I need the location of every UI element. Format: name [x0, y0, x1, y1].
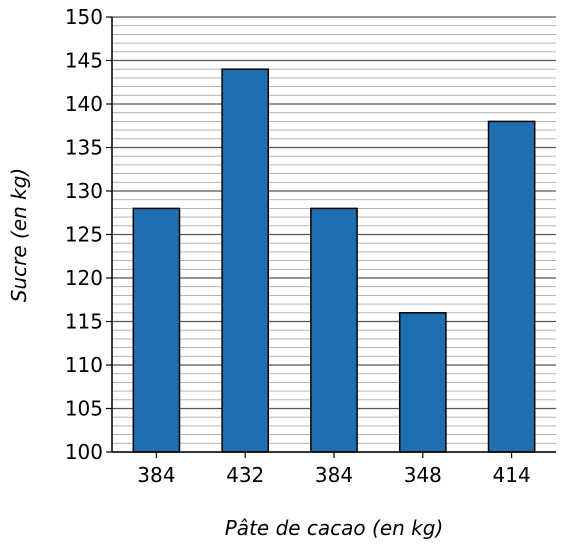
- y-tick-label-120: 120: [65, 266, 103, 290]
- bar-4: [398, 312, 447, 453]
- x-tick-label-2: 432: [226, 463, 264, 487]
- x-tick-label-1: 384: [137, 463, 175, 487]
- bar-5: [487, 120, 536, 453]
- bar-2: [221, 68, 270, 453]
- y-tick-label-115: 115: [65, 310, 103, 334]
- y-tick-label-100: 100: [65, 440, 103, 464]
- y-tick-label-125: 125: [65, 223, 103, 247]
- y-tick-label-145: 145: [65, 49, 103, 73]
- y-tick-label-110: 110: [65, 353, 103, 377]
- x-tick-label-5: 414: [493, 463, 531, 487]
- y-tick-label-105: 105: [65, 397, 103, 421]
- y-tick-labels: 100 105 110 115 120 125 130 135 140 145 150: [65, 5, 112, 464]
- y-tick-label-140: 140: [65, 92, 103, 116]
- x-tick-label-3: 384: [315, 463, 353, 487]
- y-axis-label: Sucre (en kg): [7, 168, 31, 302]
- x-axis-label: Pâte de cacao (en kg): [225, 516, 444, 540]
- x-tick-labels: 384 432 384 348 414: [137, 452, 531, 487]
- y-tick-label-130: 130: [65, 179, 103, 203]
- y-tick-label-150: 150: [65, 5, 103, 29]
- bar-3: [310, 207, 358, 453]
- x-tick-label-4: 348: [404, 463, 442, 487]
- bar-1: [132, 207, 181, 453]
- bars: [132, 68, 536, 453]
- y-tick-label-135: 135: [65, 136, 103, 160]
